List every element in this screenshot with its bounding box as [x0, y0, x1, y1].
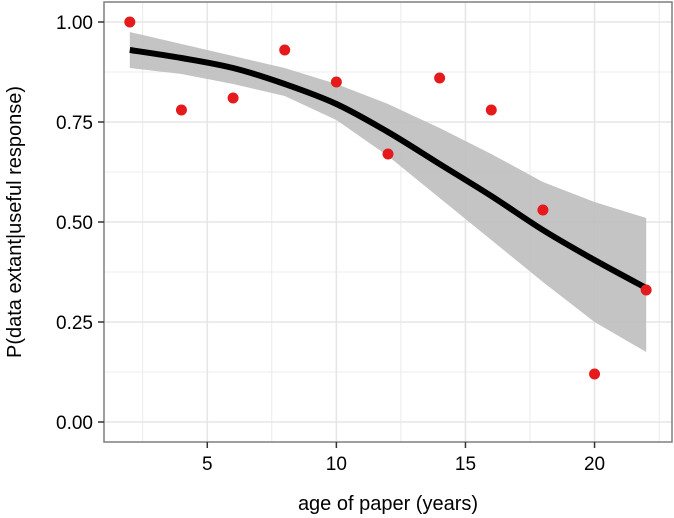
- fit-line: [129, 47, 648, 291]
- x-axis-title: age of paper (years): [298, 493, 478, 515]
- plot-panel: [103, 1, 673, 443]
- major-grid: [104, 2, 672, 442]
- y-tick-label: 0.50: [56, 213, 93, 234]
- data-point: [485, 104, 497, 116]
- data-point: [279, 44, 291, 56]
- y-tick-label: 1.00: [56, 13, 93, 34]
- data-point: [537, 204, 549, 216]
- data-point: [434, 72, 446, 84]
- x-tick-label: 5: [202, 454, 213, 475]
- data-point: [640, 284, 652, 296]
- y-tick-label: 0.25: [56, 313, 93, 334]
- x-tick-label: 10: [326, 454, 347, 475]
- data-point: [124, 16, 136, 28]
- data-point: [589, 368, 601, 380]
- x-tick-label: 15: [455, 454, 476, 475]
- y-axis: 0.00 0.25 0.50 0.75 1.00: [56, 13, 104, 434]
- y-axis-title: P(data extant|useful response): [4, 86, 26, 358]
- y-tick-label: 0.00: [56, 413, 93, 434]
- y-tick-label: 0.75: [56, 113, 93, 134]
- data-point: [330, 76, 342, 88]
- data-point: [382, 148, 394, 160]
- confidence-band: [129, 32, 647, 352]
- data-points: [124, 16, 652, 380]
- data-point: [227, 92, 239, 104]
- x-tick-label: 20: [584, 454, 605, 475]
- data-point: [175, 104, 187, 116]
- x-axis: 5 10 15 20: [202, 442, 605, 475]
